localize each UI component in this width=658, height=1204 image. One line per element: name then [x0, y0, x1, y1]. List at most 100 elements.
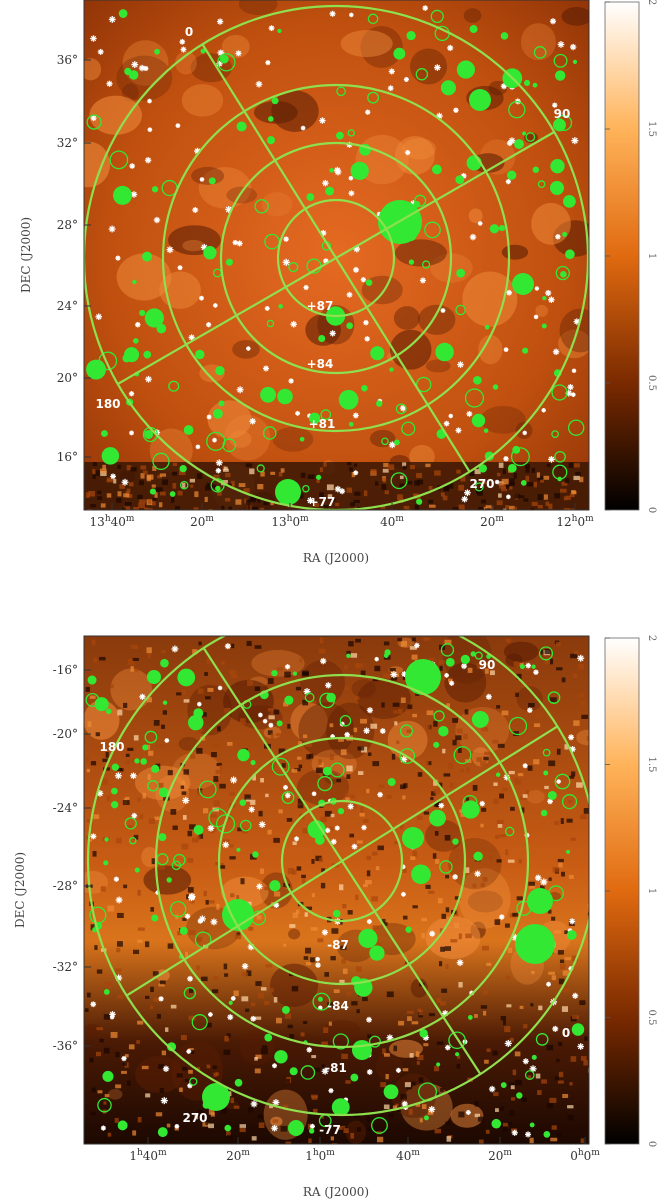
star-marker: [438, 802, 445, 809]
noise-pixel: [124, 502, 132, 506]
noise-pixel: [324, 810, 332, 817]
noise-pixel: [192, 649, 198, 655]
star-marker: [319, 117, 326, 124]
source-filled: [419, 1029, 428, 1038]
noise-pixel: [399, 483, 405, 489]
noise-pixel: [442, 486, 450, 492]
source-filled: [260, 386, 276, 403]
noise-pixel: [498, 493, 502, 498]
source-open: [320, 409, 332, 421]
dust-patch: [389, 329, 432, 370]
noise-pixel: [244, 498, 248, 504]
noise-pixel: [221, 505, 225, 510]
noise-pixel: [508, 770, 515, 775]
noise-pixel: [196, 747, 203, 754]
noise-pixel: [381, 484, 387, 490]
source-open: [336, 86, 346, 97]
source-filled: [158, 833, 167, 842]
source-open: [462, 794, 478, 810]
dust-patch: [84, 141, 111, 188]
star-marker: [571, 392, 576, 397]
y-tick-labels: -16°-20°-24°-28°-32°-36°: [53, 663, 91, 1053]
noise-pixel: [194, 1114, 198, 1120]
latitude-circle: [154, 673, 530, 1049]
noise-pixel: [146, 475, 152, 482]
noise-pixel: [376, 1136, 384, 1143]
noise-pixel: [480, 1005, 488, 1009]
noise-pixel: [219, 764, 223, 770]
noise-pixel: [127, 747, 134, 751]
source-bright: [469, 89, 491, 111]
noise-pixel: [132, 1130, 137, 1136]
source-bright: [202, 1083, 230, 1111]
noise-pixel: [128, 1044, 135, 1050]
noise-pixel: [533, 723, 541, 728]
source-filled: [566, 849, 571, 854]
source-filled: [104, 837, 109, 842]
star-marker: [322, 179, 329, 187]
noise-pixel: [156, 782, 164, 788]
noise-pixel: [204, 929, 209, 933]
dust-patch: [326, 702, 375, 760]
noise-pixel: [117, 941, 123, 947]
noise-pixel: [536, 472, 540, 478]
star-marker: [443, 420, 450, 427]
star-marker: [457, 361, 464, 368]
star-marker: [379, 728, 386, 734]
source-filled: [317, 996, 323, 1002]
noise-pixel: [307, 1123, 312, 1130]
noise-pixel: [366, 1116, 371, 1122]
noise-pixel: [359, 812, 365, 817]
noise-pixel: [280, 699, 285, 703]
noise-pixel: [89, 1057, 94, 1063]
source-open: [367, 91, 380, 104]
source-filled: [316, 474, 322, 480]
source-open: [508, 101, 526, 119]
source-filled: [471, 413, 486, 428]
star-marker: [456, 959, 464, 967]
source-open: [555, 265, 570, 281]
source-filled: [555, 70, 566, 81]
noise-pixel: [559, 488, 567, 493]
noise-pixel: [579, 1000, 586, 1006]
noise-pixel: [418, 1009, 423, 1016]
noise-pixel: [119, 484, 125, 489]
x-tick-label: 20m: [488, 1148, 512, 1163]
star-marker: [212, 437, 217, 443]
star-marker: [177, 265, 183, 271]
noise-pixel: [503, 508, 507, 510]
source-filled: [478, 464, 487, 473]
noise-pixel: [374, 665, 381, 672]
noise-pixel: [92, 851, 97, 857]
noise-pixel: [539, 649, 543, 655]
noise-pixel: [400, 697, 406, 703]
noise-pixel: [445, 963, 449, 970]
noise-pixel: [383, 641, 390, 646]
polar-grid: [86, 636, 589, 1117]
noise-pixel: [499, 482, 506, 489]
noise-pixel: [472, 784, 478, 791]
source-open: [525, 132, 536, 142]
noise-pixel: [400, 640, 408, 647]
noise-pixel: [215, 769, 222, 774]
noise-pixel: [412, 850, 418, 857]
y-tick-label: 28°: [57, 218, 78, 232]
source-filled: [520, 480, 527, 486]
longitude-label: 270: [182, 1111, 207, 1125]
noise-pixel: [513, 472, 517, 479]
source-filled: [470, 651, 476, 657]
longitude-label: 0: [562, 1026, 570, 1040]
source-filled: [151, 914, 159, 922]
source-filled: [151, 186, 159, 193]
noise-pixel: [196, 1067, 201, 1072]
noise-pixel: [172, 462, 178, 467]
noise-pixel: [208, 1108, 215, 1115]
source-open: [347, 129, 355, 137]
noise-pixel: [357, 746, 365, 751]
noise-pixel: [321, 868, 326, 873]
noise-pixel: [91, 1087, 96, 1093]
noise-pixel: [496, 859, 502, 863]
noise-pixel: [181, 689, 187, 696]
noise-pixel: [346, 774, 351, 779]
noise-pixel: [393, 1045, 398, 1052]
